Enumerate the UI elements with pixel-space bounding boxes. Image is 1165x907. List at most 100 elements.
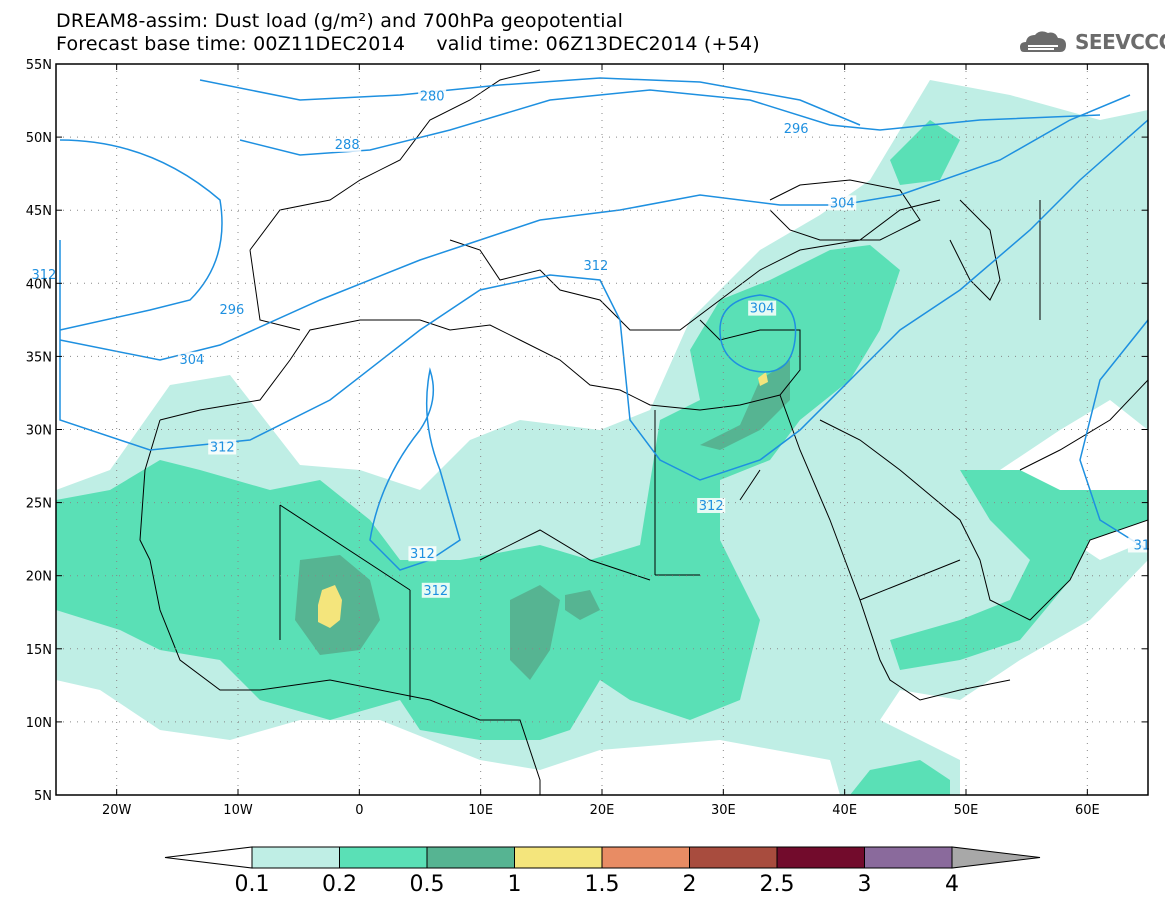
lon-tick-label: 10E	[468, 803, 493, 818]
dust-area-medium-east	[890, 470, 1148, 670]
contour-label: 288	[335, 138, 360, 153]
latitude-axis: 55N 50N 45N 40N 35N 30N 25N 20N 15N 10N 5N	[26, 58, 1148, 804]
lon-tick-label: 20E	[590, 803, 615, 818]
contour-label-bg	[421, 582, 450, 598]
colorbar-level-label: 2	[682, 872, 697, 897]
colorbar-level-label: 4	[945, 872, 959, 897]
contour-label-bg	[408, 546, 437, 562]
colorbar-level-label: 1	[507, 872, 522, 897]
colorbar-segment	[514, 846, 603, 869]
cloud-logo-icon	[1020, 31, 1066, 52]
contour-label: 312	[410, 547, 435, 562]
colorbar-level-label: 0.5	[409, 872, 445, 897]
colorbar-level-label: 1.5	[584, 872, 620, 897]
contour-304-closed	[719, 294, 797, 373]
contour-label: 312	[210, 441, 235, 456]
colorbar-segment	[689, 846, 778, 869]
contour-296-west	[59, 139, 223, 331]
dust-area-peak-2	[758, 372, 768, 386]
persian-coast	[1019, 379, 1148, 471]
map-title: DREAM8-assim: Dust load (g/m²) and 700hP…	[56, 10, 624, 32]
contour-312-sahara	[369, 367, 461, 571]
dust-area-dark-4	[700, 360, 790, 450]
contour-label-bg	[748, 300, 777, 316]
colorbar-level-label: 3	[857, 872, 872, 897]
forecast-time-subtitle: Forecast base time: 00Z11DEC2014 valid t…	[56, 33, 760, 55]
mediterranean-north-coast	[449, 199, 941, 331]
contour-labels: 280 288 296 296 304 304 304 312 312 312 312 312 312 3…	[29, 88, 1156, 599]
contour-label: 280	[420, 90, 445, 105]
lat-tick-label: 25N	[26, 497, 52, 512]
caspian-coast	[949, 199, 1001, 301]
contour-label: 296	[220, 303, 245, 318]
contour-312-east	[1079, 319, 1148, 551]
contour-label-bg	[828, 195, 857, 211]
lon-tick-label: 50E	[954, 803, 979, 818]
contour-label: 312	[584, 259, 609, 274]
colorbar	[164, 846, 1041, 869]
contour-label: 304	[750, 302, 775, 317]
colorbar-level-label: 0.1	[234, 872, 270, 897]
lat-tick-label: 5N	[34, 789, 52, 804]
lon-tick-label: 40E	[832, 803, 857, 818]
lat-tick-label: 10N	[26, 716, 52, 731]
contour-label-bg	[697, 497, 726, 513]
contour-label: 304	[179, 353, 204, 368]
colorbar-segment	[426, 846, 515, 869]
lat-tick-label: 20N	[26, 570, 52, 585]
seevccc-logo-text: SEEVCCC	[1075, 30, 1165, 54]
colorbar-level-label: 0.2	[322, 872, 357, 897]
contour-label-bg	[208, 439, 237, 455]
lat-tick-label: 45N	[26, 204, 52, 219]
contour-label-bg	[581, 258, 610, 274]
contour-label-bg	[333, 136, 362, 152]
west-africa-coast	[139, 419, 541, 795]
colorbar-level-label: 2.5	[759, 872, 795, 897]
lon-tick-label: 10W	[223, 803, 253, 818]
lat-tick-label: 30N	[26, 424, 52, 439]
colorbar-segment	[339, 846, 428, 869]
contour-label: 312	[699, 499, 724, 514]
contour-304	[59, 94, 1131, 361]
contour-312	[59, 119, 1148, 481]
dust-area-peak	[318, 585, 342, 628]
europe-west-coast	[249, 69, 541, 331]
colorbar-segment	[864, 846, 953, 869]
contour-label-bg	[217, 302, 246, 318]
colorbar-segment	[601, 846, 690, 869]
contour-label: 296	[784, 122, 809, 137]
lon-tick-label: 60E	[1075, 803, 1100, 818]
lat-tick-label: 35N	[26, 350, 52, 365]
contour-label: 31	[1134, 538, 1151, 553]
dust-area-medium-north	[890, 120, 960, 185]
colorbar-segment	[251, 846, 340, 869]
contour-label-bg	[782, 120, 811, 136]
colorbar-arrow-high	[951, 846, 1041, 869]
red-sea-coast	[779, 394, 1011, 701]
contour-label-bg	[29, 266, 58, 282]
dust-area-dark-2	[510, 585, 560, 680]
lon-tick-label: 30E	[711, 803, 736, 818]
contour-label-bg	[177, 351, 206, 367]
dust-shading	[56, 80, 1148, 795]
dust-area-dark-3	[565, 590, 600, 620]
dust-area-medium-south	[850, 760, 950, 795]
lat-tick-label: 55N	[26, 58, 52, 73]
contour-label: 312	[423, 584, 448, 599]
contour-label-bg	[1127, 537, 1156, 553]
colorbar-segment	[776, 846, 865, 869]
contour-label: 312	[31, 268, 56, 283]
contour-label: 304	[830, 196, 855, 211]
lon-tick-label: 0	[355, 803, 363, 818]
lon-tick-label: 20W	[102, 803, 132, 818]
black-sea-coast	[769, 179, 921, 241]
longitude-axis: 20W 10W 0 10E 20E 30E 40E 50E 60E	[102, 64, 1100, 818]
lat-tick-label: 40N	[26, 277, 52, 292]
dust-area-medium	[56, 245, 900, 740]
lat-tick-label: 50N	[26, 131, 52, 146]
arabia-coast	[819, 419, 1148, 621]
contour-280	[199, 77, 861, 126]
contour-label-bg	[418, 88, 447, 104]
colorbar-arrow-low	[164, 846, 253, 869]
